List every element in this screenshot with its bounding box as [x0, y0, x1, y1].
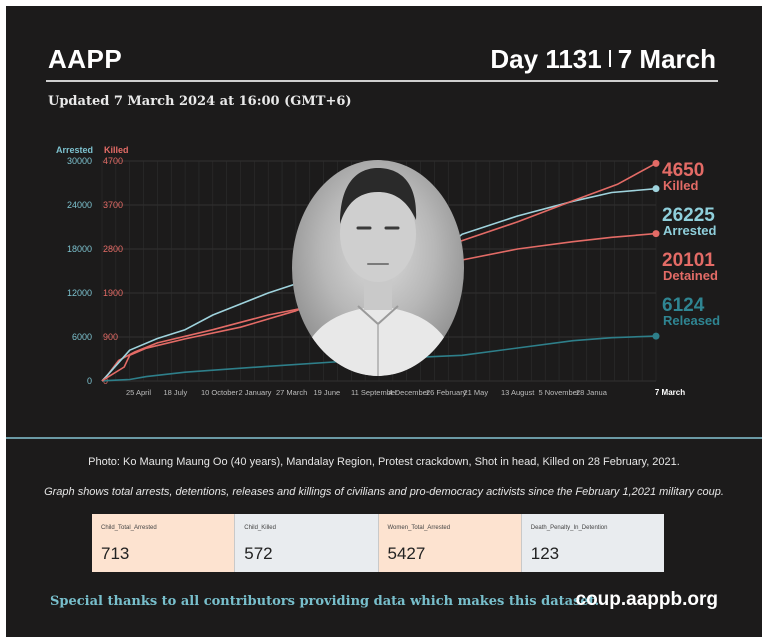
- end-name-killed: Killed: [663, 178, 698, 193]
- right-tick-label: 3700: [103, 200, 123, 210]
- x-tick-label: 27 March: [276, 388, 307, 397]
- right-tick-label: 900: [103, 332, 118, 342]
- thanks-note: Special thanks to all contributors provi…: [50, 594, 600, 609]
- stat-card-women-total-arrested: Women_Total_Arrested 5427: [378, 514, 522, 572]
- stat-label: Child_Total_Arrested: [101, 525, 157, 531]
- end-value-released: 6124: [662, 295, 705, 316]
- x-tick-label: 25 April: [126, 388, 151, 397]
- graph-caption: Graph shows total arrests, detentions, r…: [44, 486, 724, 498]
- end-marker-released: [652, 332, 660, 340]
- stat-label: Women_Total_Arrested: [387, 525, 451, 531]
- stat-card-child-total-arrested: Child_Total_Arrested 713: [92, 514, 236, 572]
- x-tick-label: 28 Janua: [576, 388, 608, 397]
- org-title: AAPP: [48, 44, 123, 74]
- end-marker-killed: [652, 159, 660, 167]
- photo-caption: Photo: Ko Maung Maung Oo (40 years), Man…: [88, 456, 680, 468]
- x-tick-label: 7 March: [655, 388, 685, 397]
- x-tick-label: 11 September: [351, 388, 398, 397]
- left-tick-label: 6000: [72, 332, 92, 342]
- end-value-detained: 20101: [662, 250, 715, 271]
- left-tick-label: 0: [87, 376, 92, 386]
- right-tick-label: 2800: [103, 244, 123, 254]
- x-tick-label: 26 February: [426, 388, 467, 397]
- x-tick-label: 13 August: [501, 388, 535, 397]
- x-tick-label: 18 July: [164, 388, 188, 397]
- end-name-released: Released: [663, 313, 720, 328]
- x-tick-label: 2 January: [239, 388, 272, 397]
- end-marker-arrested: [652, 185, 660, 193]
- right-tick-label: 4700: [103, 156, 123, 166]
- infographic-frame: AAPP Day 1131 7 March Updated 7 March 202…: [6, 6, 762, 637]
- stat-value: 572: [244, 544, 273, 563]
- end-value-arrested: 26225: [662, 205, 715, 226]
- photo-portrait: [296, 168, 460, 376]
- end-name-arrested: Arrested: [663, 223, 717, 238]
- x-tick-label: 21 May: [464, 388, 489, 397]
- x-tick-label: 19 June: [314, 388, 341, 397]
- end-marker-detained: [652, 230, 660, 238]
- section-divider: [6, 437, 762, 439]
- left-tick-label: 24000: [67, 200, 92, 210]
- stat-card-death-penalty-in-detention: Death_Penalty_In_Detention 123: [521, 514, 664, 572]
- stat-value: 713: [101, 544, 130, 563]
- left-axis-title: Arrested: [56, 145, 93, 155]
- x-tick-label: 4 December: [389, 388, 430, 397]
- day-separator: [608, 50, 611, 67]
- left-tick-label: 18000: [67, 244, 92, 254]
- stat-value: 5427: [387, 544, 426, 563]
- stat-card-child-killed: Child_Killed 572: [235, 514, 379, 572]
- stats-cards: Child_Total_Arrested 713 Child_Killed 572 Wo…: [92, 514, 664, 572]
- right-axis-title: Killed: [104, 145, 129, 155]
- victim-photo: [292, 160, 464, 376]
- updated-timestamp: Updated 7 March 2024 at 16:00 (GMT+6): [48, 94, 352, 109]
- website-link[interactable]: coup.aappb.org: [575, 589, 719, 610]
- left-tick-label: 30000: [67, 156, 92, 166]
- day-label: Day 1131: [490, 44, 602, 74]
- series-line-released: [101, 335, 657, 382]
- left-tick-label: 12000: [67, 288, 92, 298]
- chart-end-markers: [652, 159, 660, 340]
- x-tick-label: 10 October: [201, 388, 239, 397]
- x-tick-label: 5 November: [539, 388, 580, 397]
- end-name-detained: Detained: [663, 268, 718, 283]
- header-divider: [46, 80, 718, 82]
- stat-value: 123: [530, 544, 560, 563]
- date-label: 7 March: [617, 44, 716, 74]
- right-tick-label: 1900: [103, 288, 123, 298]
- stat-label: Death_Penalty_In_Detention: [530, 525, 608, 531]
- end-value-killed: 4650: [662, 160, 704, 181]
- stat-label: Child_Killed: [244, 525, 276, 531]
- day-counter: Day 1131 7 March: [490, 44, 716, 75]
